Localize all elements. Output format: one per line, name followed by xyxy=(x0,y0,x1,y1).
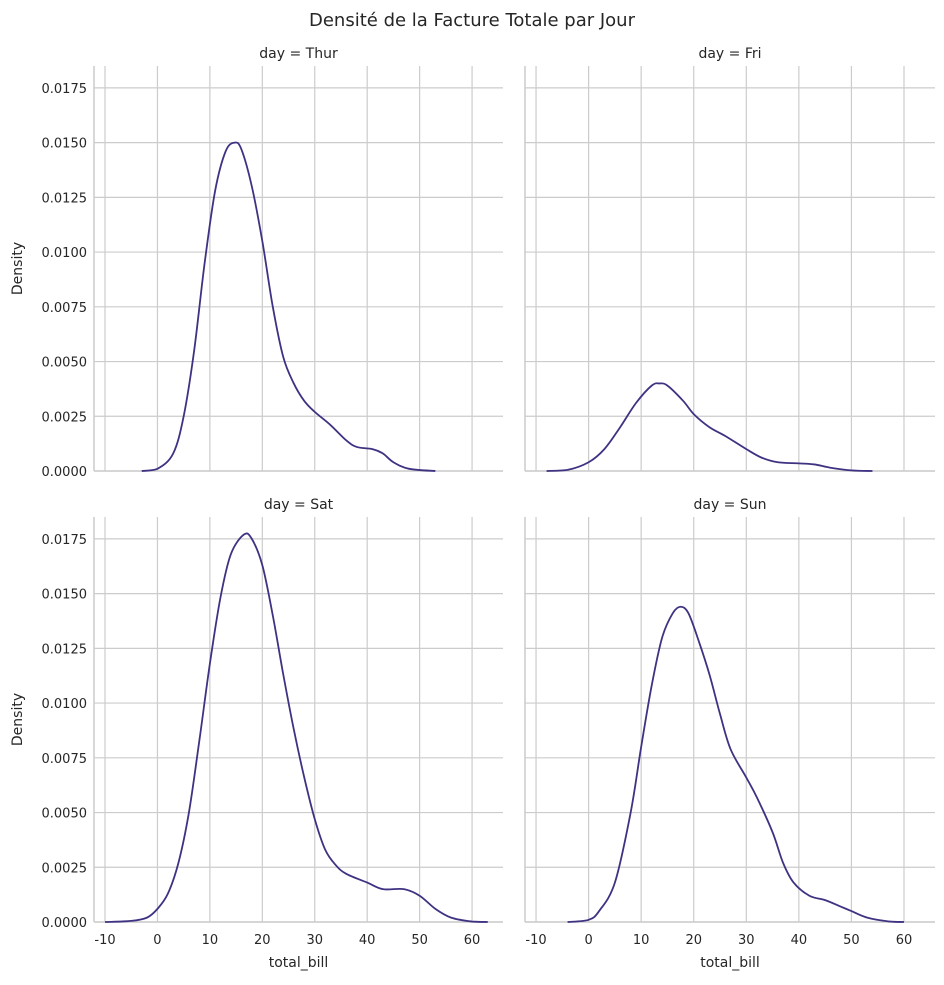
x-tick-label: 40 xyxy=(791,933,808,948)
y-tick-label: 0.0125 xyxy=(42,191,88,206)
y-axis-label: Density xyxy=(10,693,26,746)
x-tick-label: 50 xyxy=(411,933,428,948)
y-tick-label: 0.0175 xyxy=(42,82,88,97)
kde-density-line xyxy=(546,382,873,472)
x-tick-label: 50 xyxy=(843,933,860,948)
y-tick-label: 0.0100 xyxy=(42,246,88,261)
facet-title: day = Sat xyxy=(264,497,334,513)
facet-title: day = Thur xyxy=(259,46,338,62)
kde-density-line xyxy=(104,532,488,923)
kde-density-line xyxy=(141,141,436,472)
x-tick-label: 0 xyxy=(153,933,161,948)
facet-panel-sat: -10 0 10 20 30 40 50 60 0.0000 0.0025 0.0050 0.0075… xyxy=(10,497,503,971)
x-tick-label: 20 xyxy=(254,933,271,948)
chart-title: Densité de la Facture Totale par Jour xyxy=(309,10,636,31)
y-tick-label: 0.0175 xyxy=(42,533,88,548)
x-axis-label: total_bill xyxy=(700,955,760,971)
x-tick-label: 30 xyxy=(738,933,755,948)
y-tick-label: 0.0050 xyxy=(42,356,88,371)
y-tick-label: 0.0000 xyxy=(42,465,88,480)
facet-title: day = Fri xyxy=(698,46,761,62)
y-tick-label: 0.0075 xyxy=(42,752,88,767)
x-tick-label: 60 xyxy=(896,933,913,948)
y-tick-label: 0.0100 xyxy=(42,697,88,712)
y-tick-label: 0.0075 xyxy=(42,301,88,316)
y-tick-label: 0.0125 xyxy=(42,642,88,657)
kde-density-line xyxy=(567,605,905,923)
facet-panel-fri: day = Fri xyxy=(524,46,935,472)
x-tick-label: -10 xyxy=(94,933,115,948)
x-tick-label: 30 xyxy=(306,933,323,948)
x-tick-label: 40 xyxy=(359,933,376,948)
facet-panel-sun: -10 0 10 20 30 40 50 60 day = Sun total_bill xyxy=(524,497,935,971)
facet-panel-thur: 0.0000 0.0025 0.0050 0.0075 0.0100 0.0125 0.01… xyxy=(10,46,503,480)
x-tick-label: 0 xyxy=(584,933,592,948)
x-axis-label: total_bill xyxy=(269,955,329,971)
facet-title: day = Sun xyxy=(693,497,766,513)
x-tick-label: 60 xyxy=(464,933,481,948)
y-tick-label: 0.0150 xyxy=(42,588,88,603)
y-tick-label: 0.0150 xyxy=(42,137,88,152)
y-axis-label: Density xyxy=(10,242,26,295)
y-tick-label: 0.0050 xyxy=(42,807,88,822)
y-tick-label: 0.0025 xyxy=(42,410,88,425)
y-tick-label: 0.0025 xyxy=(42,861,88,876)
y-tick-label: 0.0000 xyxy=(42,916,88,931)
x-tick-label: 10 xyxy=(633,933,650,948)
x-tick-label: 20 xyxy=(685,933,702,948)
x-tick-label: -10 xyxy=(525,933,546,948)
x-tick-label: 10 xyxy=(202,933,219,948)
